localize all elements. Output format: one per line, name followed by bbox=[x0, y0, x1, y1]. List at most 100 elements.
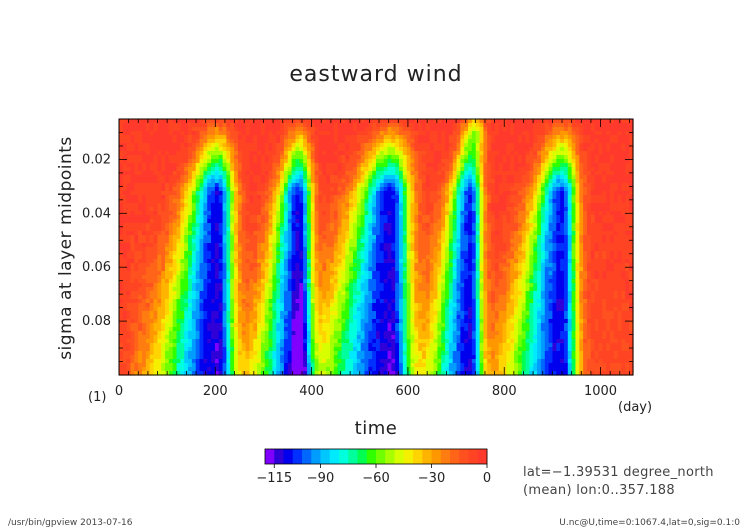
heatmap-cell bbox=[234, 255, 239, 260]
heatmap-cell bbox=[122, 187, 128, 192]
heatmap-cell bbox=[575, 243, 580, 248]
heatmap-cell bbox=[613, 191, 619, 196]
heatmap-cell bbox=[203, 199, 208, 204]
heatmap-cell bbox=[372, 239, 377, 244]
heatmap-cell bbox=[506, 131, 511, 136]
heatmap-cell bbox=[314, 235, 320, 240]
heatmap-cell bbox=[364, 195, 369, 200]
heatmap-cell bbox=[180, 219, 185, 224]
heatmap-cell bbox=[356, 203, 362, 208]
heatmap-cell bbox=[283, 151, 289, 156]
heatmap-cell bbox=[383, 143, 389, 148]
heatmap-cell bbox=[345, 263, 350, 268]
heatmap-cell bbox=[422, 247, 427, 252]
heatmap-cell bbox=[222, 151, 228, 156]
heatmap-cell bbox=[161, 171, 166, 176]
heatmap-cell bbox=[586, 139, 592, 144]
heatmap-cell bbox=[138, 167, 143, 172]
heatmap-cell bbox=[295, 239, 300, 244]
heatmap-cell bbox=[360, 183, 366, 188]
heatmap-cell bbox=[395, 127, 400, 132]
heatmap-cell bbox=[533, 159, 538, 164]
heatmap-cell bbox=[433, 223, 438, 228]
heatmap-cell bbox=[579, 231, 584, 236]
heatmap-cell bbox=[310, 239, 316, 244]
heatmap-cell bbox=[621, 139, 626, 144]
heatmap-cell bbox=[533, 135, 538, 140]
heatmap-cell bbox=[122, 127, 128, 132]
heatmap-cell bbox=[222, 123, 228, 128]
heatmap-cell bbox=[395, 231, 400, 236]
heatmap-cell bbox=[629, 127, 634, 132]
heatmap-cell bbox=[606, 199, 611, 204]
heatmap-cell bbox=[222, 267, 228, 272]
heatmap-cell bbox=[563, 135, 569, 140]
heatmap-cell bbox=[609, 263, 615, 268]
heatmap-cell bbox=[207, 147, 212, 152]
heatmap-cell bbox=[609, 163, 615, 168]
heatmap-cell bbox=[119, 143, 124, 148]
heatmap-cell bbox=[249, 227, 254, 232]
heatmap-cell bbox=[433, 175, 438, 180]
heatmap-cell bbox=[379, 255, 385, 260]
heatmap-cell bbox=[560, 207, 565, 212]
heatmap-cell bbox=[245, 175, 251, 180]
heatmap-cell bbox=[425, 195, 431, 200]
heatmap-cell bbox=[464, 163, 469, 168]
heatmap-cell bbox=[414, 207, 419, 212]
heatmap-cell bbox=[617, 239, 623, 244]
heatmap-cell bbox=[337, 199, 343, 204]
heatmap-cell bbox=[145, 243, 151, 248]
heatmap-cell bbox=[468, 215, 473, 220]
heatmap-cell bbox=[521, 195, 527, 200]
heatmap-cell bbox=[142, 179, 147, 184]
heatmap-cell bbox=[195, 163, 201, 168]
heatmap-cell bbox=[491, 239, 496, 244]
heatmap-cell bbox=[613, 243, 619, 248]
heatmap-cell bbox=[172, 183, 178, 188]
heatmap-cell bbox=[471, 259, 477, 264]
heatmap-cell bbox=[291, 151, 297, 156]
heatmap-cell bbox=[203, 215, 208, 220]
heatmap-cell bbox=[329, 239, 335, 244]
heatmap-cell bbox=[329, 211, 335, 216]
heatmap-cell bbox=[188, 263, 193, 268]
heatmap-cell bbox=[349, 127, 354, 132]
heatmap-cell bbox=[621, 223, 626, 228]
heatmap-cell bbox=[379, 143, 385, 148]
heatmap-cell bbox=[479, 171, 485, 176]
heatmap-cell bbox=[287, 259, 293, 264]
heatmap-cell bbox=[368, 123, 373, 128]
heatmap-cell bbox=[483, 247, 488, 252]
heatmap-cell bbox=[625, 159, 630, 164]
heatmap-cell bbox=[119, 231, 124, 236]
heatmap-cell bbox=[629, 223, 634, 228]
heatmap-cell bbox=[276, 203, 281, 208]
heatmap-cell bbox=[410, 227, 415, 232]
heatmap-cell bbox=[445, 123, 450, 128]
heatmap-cell bbox=[502, 223, 508, 228]
heatmap-cell bbox=[211, 187, 216, 192]
heatmap-cell bbox=[556, 151, 561, 156]
heatmap-cell bbox=[161, 239, 166, 244]
heatmap-cell bbox=[234, 131, 239, 136]
heatmap-cell bbox=[360, 247, 366, 252]
heatmap-cell bbox=[606, 251, 611, 256]
heatmap-cell bbox=[241, 163, 247, 168]
heatmap-cell bbox=[502, 255, 508, 260]
heatmap-cell bbox=[602, 175, 607, 180]
heatmap-cell bbox=[253, 231, 258, 236]
heatmap-cell bbox=[149, 239, 155, 244]
heatmap-cell bbox=[291, 251, 297, 256]
heatmap-cell bbox=[157, 211, 162, 216]
heatmap-cell bbox=[356, 155, 362, 160]
heatmap-cell bbox=[590, 263, 596, 268]
heatmap-cell bbox=[195, 195, 201, 200]
heatmap-cell bbox=[552, 131, 557, 136]
heatmap-cell bbox=[329, 179, 335, 184]
heatmap-cell bbox=[460, 195, 465, 200]
heatmap-cell bbox=[460, 255, 465, 260]
heatmap-cell bbox=[352, 211, 358, 216]
heatmap-cell bbox=[138, 179, 143, 184]
heatmap-cell bbox=[571, 195, 577, 200]
